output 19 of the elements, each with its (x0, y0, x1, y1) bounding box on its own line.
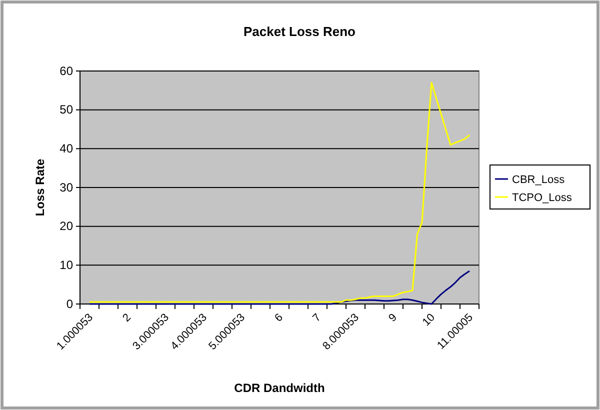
x-tick-label: 9 (386, 312, 400, 324)
y-tick-label: 60 (60, 64, 74, 78)
line-series (88, 82, 470, 303)
y-tick-label: 30 (60, 180, 74, 194)
x-tick-label: 10 (420, 312, 438, 329)
legend-label: TCPO_Loss (512, 192, 572, 204)
legend-label: CBR_Loss (512, 174, 566, 186)
x-tick-label: 2 (120, 312, 134, 324)
y-tick-label: 50 (60, 102, 74, 117)
y-tick-label: 20 (60, 219, 74, 234)
line-series (88, 270, 470, 305)
x-tick-label: 7 (310, 312, 324, 324)
x-tick-label: 6 (272, 312, 286, 324)
chart-title: Packet Loss Reno (244, 24, 356, 39)
x-axis-title: CDR Dandwidth (234, 381, 325, 395)
y-tick-label: 10 (60, 258, 74, 272)
y-axis-title: Loss Rate (33, 158, 47, 216)
y-tick-label: 40 (60, 142, 74, 156)
y-tick-label: 0 (66, 296, 74, 311)
